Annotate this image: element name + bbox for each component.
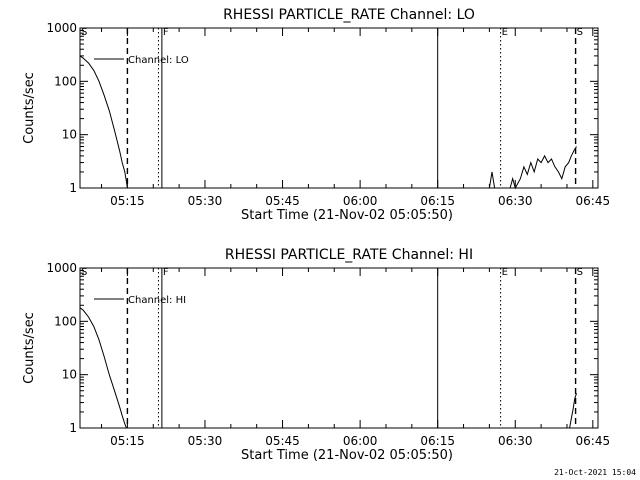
x-tick-label: 06:45 (576, 194, 611, 208)
series-line-0-seg-0 (79, 307, 127, 429)
x-tick-label: 05:30 (188, 434, 223, 448)
series-line-0-seg-1 (488, 146, 577, 190)
x-tick-label: 05:15 (110, 434, 145, 448)
x-tick-label: 06:45 (576, 434, 611, 448)
y-tick-label: 100 (54, 74, 77, 88)
chart-title: RHESSI PARTICLE_RATE Channel: LO (223, 7, 475, 23)
event-marker-label: S (577, 27, 583, 38)
chart-panel-0: RHESSI PARTICLE_RATE Channel: LO 1 10 100 10… (22, 7, 610, 223)
x-tick-label: 06:15 (420, 194, 455, 208)
event-marker-label: E (502, 27, 508, 38)
y-tick-label: 1 (69, 421, 77, 435)
y-axis-label: Counts/sec (22, 312, 37, 384)
series-line-0-seg-1 (569, 393, 577, 429)
event-marker-label: F (163, 27, 169, 38)
y-tick-label: 1 (69, 181, 77, 195)
x-axis-label: Start Time (21-Nov-02 05:05:50) (241, 208, 453, 223)
x-tick-label: 06:15 (420, 434, 455, 448)
y-tick-label: 10 (62, 368, 77, 382)
y-tick-label: 1000 (46, 261, 77, 275)
chart-panel-1: RHESSI PARTICLE_RATE Channel: HI 1 10 100 10… (22, 247, 610, 463)
legend-label: Channel: HI (128, 295, 186, 306)
x-tick-label: 06:00 (343, 434, 378, 448)
event-marker-label: S (577, 267, 583, 278)
series-line-0-seg-0 (79, 55, 128, 189)
event-marker-label: F (163, 267, 169, 278)
event-marker-label: S (81, 267, 87, 278)
x-tick-label: 05:30 (188, 194, 223, 208)
plot-frame (79, 27, 599, 189)
x-tick-label: 05:45 (265, 194, 300, 208)
plot-frame (79, 267, 599, 429)
y-tick-label: 10 (62, 128, 77, 142)
y-tick-label: 1000 (46, 21, 77, 35)
event-marker-label: S (81, 27, 87, 38)
x-axis-label: Start Time (21-Nov-02 05:05:50) (241, 448, 453, 463)
y-axis-label: Counts/sec (22, 72, 37, 144)
y-tick-label: 100 (54, 314, 77, 328)
x-tick-label: 06:00 (343, 194, 378, 208)
event-marker-label: E (502, 267, 508, 278)
x-tick-label: 05:45 (265, 434, 300, 448)
chart-title: RHESSI PARTICLE_RATE Channel: HI (225, 247, 473, 263)
legend-label: Channel: LO (128, 55, 189, 66)
generation-timestamp: 21-Oct-2021 15:04 (554, 468, 636, 477)
x-tick-label: 06:30 (498, 434, 533, 448)
x-tick-label: 06:30 (498, 194, 533, 208)
x-tick-label: 05:15 (110, 194, 145, 208)
